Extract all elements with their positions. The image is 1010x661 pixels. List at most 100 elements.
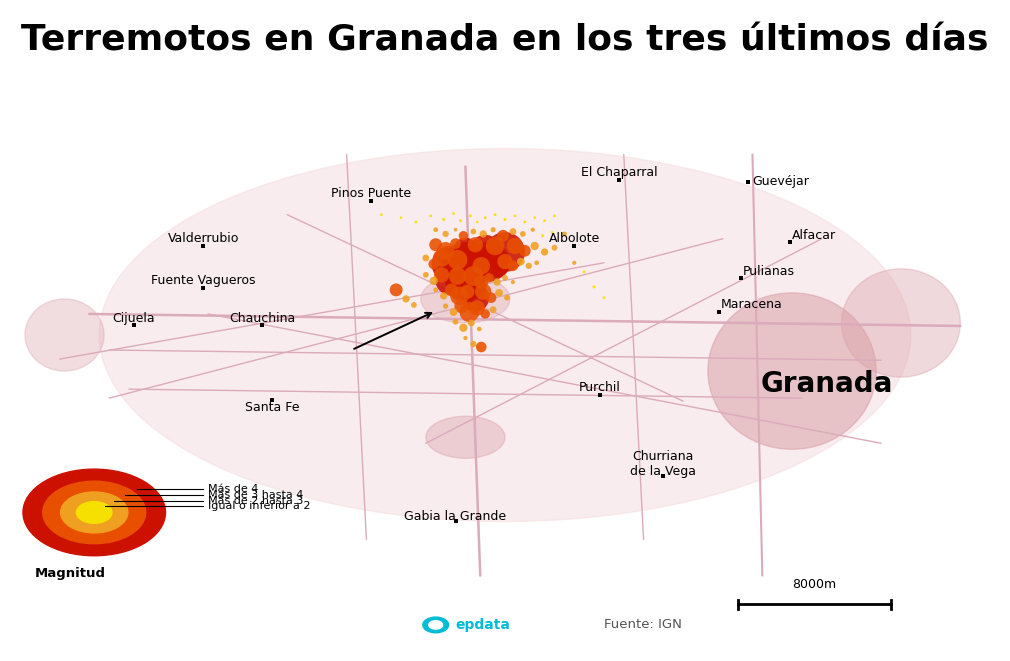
- Point: [497, 247, 513, 257]
- Point: [468, 239, 484, 250]
- Point: [544, 227, 561, 238]
- Text: Granada: Granada: [761, 370, 893, 399]
- Text: Purchil: Purchil: [579, 381, 621, 395]
- Point: [507, 211, 523, 221]
- Text: Cijuela: Cijuela: [112, 311, 156, 325]
- Text: Más de 3 hasta 4: Más de 3 hasta 4: [208, 490, 303, 500]
- Point: [534, 231, 550, 241]
- Point: [437, 245, 453, 256]
- Point: [487, 241, 503, 251]
- Point: [425, 258, 441, 269]
- Text: Churriana
de la Vega: Churriana de la Vega: [630, 450, 696, 479]
- Point: [466, 338, 482, 349]
- Point: [524, 225, 540, 235]
- Point: [460, 286, 476, 297]
- Point: [388, 285, 404, 295]
- Point: [497, 214, 513, 225]
- Point: [567, 258, 583, 268]
- Text: Chauchina: Chauchina: [229, 311, 296, 325]
- Point: [470, 303, 486, 313]
- Point: [449, 271, 466, 282]
- Point: [473, 277, 489, 288]
- Text: Guevéjar: Guevéjar: [752, 175, 809, 188]
- Point: [497, 256, 513, 267]
- Point: [406, 299, 422, 310]
- Point: [491, 288, 507, 298]
- Point: [485, 305, 501, 315]
- Point: [477, 245, 493, 256]
- Text: Gabia la Grande: Gabia la Grande: [404, 510, 507, 523]
- Point: [528, 258, 544, 268]
- Point: [451, 291, 468, 301]
- Point: [437, 301, 453, 311]
- Point: [481, 272, 497, 283]
- Point: [513, 256, 529, 267]
- Point: [462, 307, 478, 317]
- Point: [427, 239, 443, 250]
- Text: Fuente Vagueros: Fuente Vagueros: [150, 274, 256, 288]
- Point: [458, 277, 474, 288]
- Point: [441, 258, 458, 269]
- Circle shape: [23, 469, 166, 556]
- Point: [435, 291, 451, 301]
- Point: [458, 245, 474, 255]
- Ellipse shape: [426, 416, 505, 458]
- Point: [466, 271, 482, 282]
- Point: [443, 285, 460, 295]
- Point: [596, 292, 612, 303]
- Point: [505, 226, 521, 237]
- Circle shape: [61, 492, 128, 533]
- Point: [546, 211, 563, 221]
- Point: [505, 260, 521, 271]
- Point: [408, 217, 424, 227]
- Point: [489, 277, 505, 288]
- Point: [495, 231, 511, 241]
- Point: [487, 210, 503, 220]
- Point: [536, 247, 552, 257]
- Text: Albolote: Albolote: [548, 232, 600, 245]
- Text: Más de 2 hasta 3: Más de 2 hasta 3: [208, 496, 303, 506]
- Point: [433, 270, 449, 280]
- Text: Magnitud: Magnitud: [34, 566, 106, 580]
- Point: [473, 342, 489, 352]
- Point: [458, 260, 474, 271]
- Point: [515, 229, 531, 239]
- Point: [517, 245, 533, 256]
- Text: Más de 4: Más de 4: [208, 484, 259, 494]
- Point: [576, 266, 592, 277]
- Point: [437, 229, 453, 239]
- Circle shape: [77, 502, 112, 524]
- Point: [526, 212, 542, 223]
- Point: [463, 211, 479, 221]
- Text: Valderrubio: Valderrubio: [168, 232, 238, 245]
- Text: Pinos Puente: Pinos Puente: [331, 187, 411, 200]
- Point: [441, 276, 458, 286]
- Point: [435, 214, 451, 225]
- Text: Fuente: IGN: Fuente: IGN: [604, 619, 682, 631]
- Text: 8000m: 8000m: [792, 578, 836, 591]
- Point: [485, 225, 501, 235]
- Point: [470, 217, 486, 227]
- Point: [418, 253, 434, 263]
- Point: [521, 260, 537, 271]
- Point: [393, 212, 409, 223]
- Ellipse shape: [99, 149, 911, 522]
- Point: [517, 217, 533, 227]
- Text: epdata: epdata: [456, 618, 510, 632]
- Point: [398, 293, 414, 304]
- Point: [481, 256, 497, 267]
- Point: [497, 272, 513, 283]
- Point: [475, 229, 491, 239]
- Circle shape: [429, 621, 442, 629]
- Circle shape: [42, 481, 145, 544]
- Point: [447, 317, 464, 327]
- Point: [546, 243, 563, 253]
- Point: [453, 301, 470, 311]
- Point: [477, 212, 493, 223]
- Point: [468, 292, 484, 303]
- Point: [477, 309, 493, 319]
- Point: [374, 210, 390, 220]
- Point: [472, 324, 488, 334]
- Point: [427, 225, 443, 235]
- Point: [475, 286, 491, 297]
